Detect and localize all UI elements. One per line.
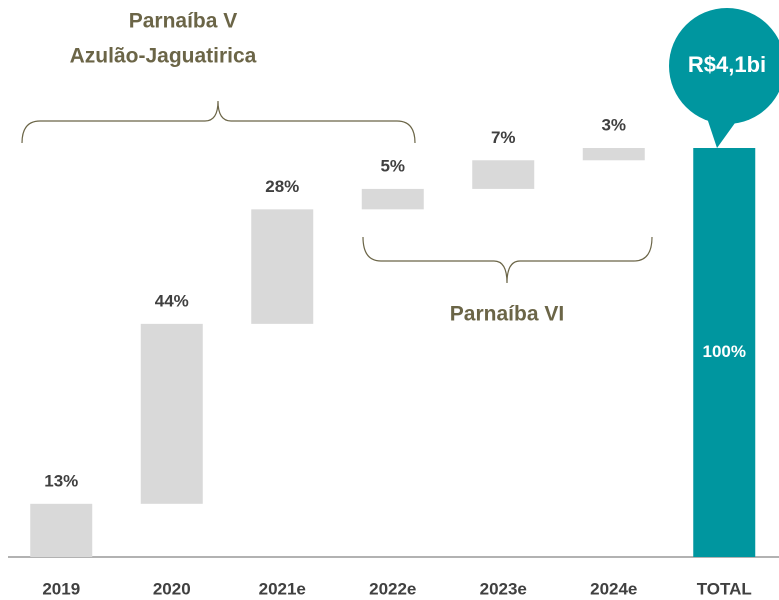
x-tick-label: 2022e bbox=[369, 579, 416, 598]
bar bbox=[251, 209, 314, 324]
x-tick-label: 2023e bbox=[480, 579, 527, 598]
data-label: 100% bbox=[703, 342, 746, 361]
data-label: 44% bbox=[155, 291, 189, 310]
data-label: 3% bbox=[601, 115, 626, 134]
brace bbox=[362, 236, 653, 284]
annotation: Parnaíba V bbox=[129, 10, 238, 33]
callout: R$4,1bi bbox=[669, 8, 779, 148]
x-tick-label: 2024e bbox=[590, 579, 637, 598]
x-tick-label: 2020 bbox=[153, 579, 191, 598]
annotation: Azulão-Jaguatirica bbox=[70, 45, 257, 68]
callout-pointer bbox=[707, 116, 740, 148]
x-tick-label: 2019 bbox=[42, 579, 80, 598]
annotation: R$4,1bi bbox=[688, 52, 766, 77]
x-tick-label: 2021e bbox=[259, 579, 306, 598]
x-tick-label: TOTAL bbox=[697, 579, 752, 598]
bar bbox=[472, 160, 535, 189]
total-bar bbox=[693, 148, 756, 557]
data-label: 5% bbox=[380, 156, 405, 175]
callout-bubble bbox=[669, 8, 779, 124]
brace bbox=[21, 100, 416, 144]
data-label: 28% bbox=[265, 177, 299, 196]
data-label: 13% bbox=[44, 471, 78, 490]
bar bbox=[140, 323, 203, 504]
data-label: 7% bbox=[491, 128, 516, 147]
bar bbox=[361, 188, 424, 210]
annotation: Parnaíba VI bbox=[450, 303, 564, 326]
bar bbox=[582, 148, 645, 161]
bar bbox=[30, 503, 93, 557]
